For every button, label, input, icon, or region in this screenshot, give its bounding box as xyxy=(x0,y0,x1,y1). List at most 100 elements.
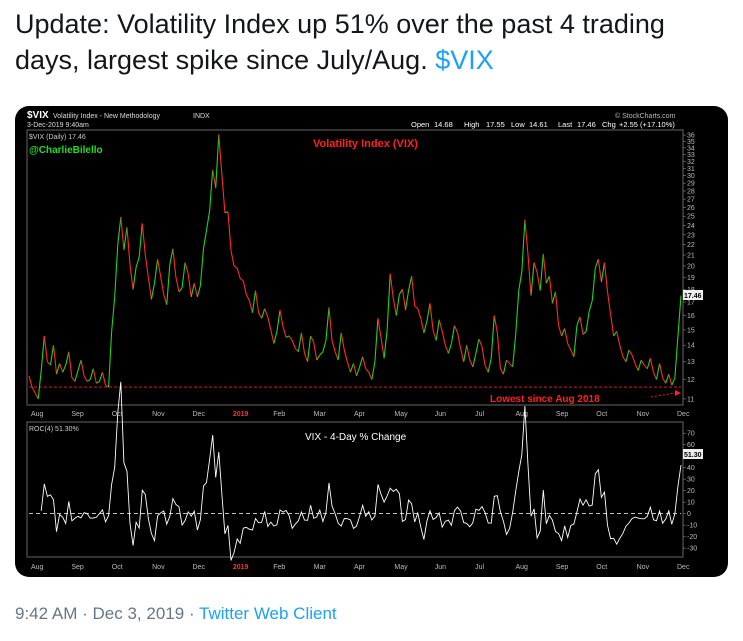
vix-segment xyxy=(340,332,345,351)
tweet-time[interactable]: 9:42 AM xyxy=(15,604,78,623)
vix-segment xyxy=(123,227,128,250)
price-x-tick-label: Feb xyxy=(273,411,285,418)
vix-segment xyxy=(163,294,168,305)
price-x-tick-label: Oct xyxy=(112,411,123,418)
vix-segment xyxy=(86,379,91,382)
roc-x-axis: Aug Sep Oct Nov Dec 2019 Feb Mar Apr May Jun Jul Aug… xyxy=(31,564,690,571)
vix-segment xyxy=(242,280,247,295)
vix-segment xyxy=(362,356,367,369)
vix-segment xyxy=(205,210,211,231)
vix-series xyxy=(28,134,682,400)
roc-y-tick-label: 0 xyxy=(687,511,691,518)
vix-segment xyxy=(365,368,370,373)
vix-segment xyxy=(460,348,465,362)
vix-segment xyxy=(190,283,195,297)
chart-image[interactable]: $VIX Volatility Index - New Methodology … xyxy=(15,106,728,577)
vix-segment xyxy=(613,331,618,337)
roc-x-tick-label: Oct xyxy=(596,564,607,571)
roc-y-tick-label: -20 xyxy=(687,534,697,541)
annotation-arrow xyxy=(650,392,676,398)
price-y-tick-label: 11 xyxy=(687,396,694,403)
roc-x-tick-label: Aug xyxy=(516,564,529,571)
vix-segment xyxy=(282,326,287,338)
roc-x-tick-label: Aug xyxy=(31,564,44,571)
vix-segment xyxy=(101,372,107,386)
last-label: Last xyxy=(558,120,573,129)
vix-segment xyxy=(567,343,572,351)
vix-segment xyxy=(457,332,462,349)
vix-segment xyxy=(132,266,137,290)
vix-segment xyxy=(254,290,260,313)
vix-segment xyxy=(677,295,682,336)
low-label: Low xyxy=(511,120,525,129)
vix-segment xyxy=(466,345,471,361)
vix-segment xyxy=(551,291,557,304)
vix-segment xyxy=(153,259,159,284)
vix-segment xyxy=(31,386,36,394)
vix-segment xyxy=(187,273,192,297)
vix-segment xyxy=(108,331,113,388)
vix-segment xyxy=(637,359,642,371)
vix-segment xyxy=(291,340,296,349)
price-y-tick-label: 36 xyxy=(687,133,695,140)
vix-segment xyxy=(368,372,373,380)
vix-segment xyxy=(610,314,615,336)
vix-segment xyxy=(334,351,339,361)
vix-segment xyxy=(227,211,232,251)
vix-segment xyxy=(469,359,474,368)
roc-y-axis: -30-20-10010203040506070 xyxy=(683,431,697,553)
roc-y-tick-label: 30 xyxy=(687,477,695,484)
vix-segment xyxy=(199,248,205,286)
vix-segment xyxy=(423,321,428,334)
price-x-tick-label: Apr xyxy=(354,411,366,418)
vix-segment xyxy=(554,291,560,326)
price-x-tick-label: Jul xyxy=(475,411,484,418)
tweet-client-link[interactable]: Twitter Web Client xyxy=(199,604,337,623)
price-x-tick-label: Aug xyxy=(31,411,44,418)
vix-segment xyxy=(273,331,278,344)
last-price-box xyxy=(683,290,703,300)
vix-segment xyxy=(631,354,636,364)
chart-ticker: $VIX xyxy=(27,110,49,121)
roc-x-tick-label: Nov xyxy=(152,564,165,571)
vix-segment xyxy=(337,332,342,361)
vix-segment xyxy=(655,363,661,380)
vix-segment xyxy=(157,259,162,277)
vix-segment xyxy=(640,359,645,366)
low-value: 14.61 xyxy=(529,120,548,129)
vix-segment xyxy=(625,349,630,362)
price-x-tick-label: 2019 xyxy=(233,411,249,418)
price-legend: $VIX (Daily) 17.46 xyxy=(29,134,86,141)
vix-segment xyxy=(218,134,223,175)
vix-segment xyxy=(233,265,238,269)
vix-segment xyxy=(126,227,131,265)
author-handle: @CharlieBilello xyxy=(29,145,103,156)
vix-segment xyxy=(453,325,459,334)
vix-segment xyxy=(634,363,639,371)
vix-segment xyxy=(652,372,658,380)
roc-panel xyxy=(26,421,684,558)
vix-segment xyxy=(533,262,538,273)
roc-x-tick-label: Nov xyxy=(637,564,650,571)
vix-segment xyxy=(65,351,70,366)
vix-segment xyxy=(487,358,492,373)
cashtag-link[interactable]: $VIX xyxy=(435,45,494,75)
roc-x-tick-label: Jun xyxy=(435,564,446,571)
vix-segment xyxy=(447,343,452,354)
vix-segment xyxy=(68,351,73,378)
vix-segment xyxy=(96,380,100,384)
vix-segment xyxy=(221,174,226,213)
vix-segment xyxy=(178,287,183,293)
roc-last-box xyxy=(683,449,703,459)
vix-segment xyxy=(582,330,587,335)
tweet-date[interactable]: Dec 3, 2019 xyxy=(92,604,185,623)
vix-segment xyxy=(303,353,309,362)
price-y-tick-label: 14 xyxy=(687,343,695,350)
chart-name: Volatility Index - New Methodology xyxy=(53,113,160,120)
price-x-tick-label: Dec xyxy=(193,411,206,418)
roc-series xyxy=(40,381,682,561)
price-y-tick-label: 20 xyxy=(687,263,695,270)
vix-segment xyxy=(668,373,673,386)
vix-segment xyxy=(239,278,244,282)
vix-segment xyxy=(649,358,654,373)
